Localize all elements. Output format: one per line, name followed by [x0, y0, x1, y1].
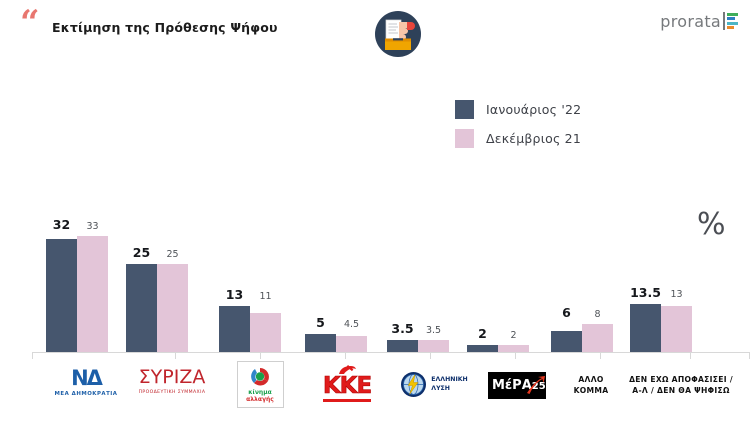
bar-previous — [582, 324, 613, 352]
axis-tick — [600, 353, 601, 359]
nd-logo-mark: ΝΔ — [71, 366, 103, 390]
x-label-nd: ΝΔ ΜΕΑ ΔΗΜΟΚΡΑΤΙΑ — [32, 358, 140, 398]
bar-value-previous: 25 — [166, 249, 179, 260]
bar-value-current: 3.5 — [391, 321, 414, 336]
el-line1: ΕΛΛΗΝΙΚΗ — [431, 376, 468, 384]
axis-tick — [515, 353, 516, 359]
hammer-sickle-icon — [339, 365, 356, 374]
bar-previous — [157, 264, 188, 352]
x-label-elliniki-lysi: ΕΛΛΗΝΙΚΗ ΛΥΣΗ — [378, 358, 490, 398]
page-title: Εκτίμηση της Πρόθεσης Ψήφου — [52, 20, 278, 35]
ballot-box-icon — [374, 10, 422, 58]
brand-name: prorata — [660, 11, 721, 31]
bar-current — [219, 306, 250, 352]
syriza-logo-sub: ΠΡΟΟΔΕΥΤΙΚΗ ΣΥΜΜΑΧΙΑ — [138, 390, 206, 395]
bar-current — [305, 334, 336, 352]
percent-symbol: % — [697, 207, 726, 242]
bar-value-current: 13 — [225, 287, 244, 302]
legend: Ιανουάριος '22 Δεκέμβριος 21 — [455, 100, 581, 158]
bar-current — [551, 331, 582, 352]
bar-value-previous: 3.5 — [425, 325, 442, 336]
bar-current — [630, 304, 661, 352]
kinal-logo-text: κίνημα αλλαγής — [246, 388, 274, 404]
bar-value-previous: 2 — [510, 330, 517, 341]
bar-current — [387, 340, 418, 352]
bar-value-current: 32 — [52, 217, 71, 232]
undecided-line2: Α-Λ / ΔΕΝ ΘΑ ΨΗΦΙΣΩ — [632, 386, 730, 396]
kinal-line2: αλλαγής — [246, 395, 274, 403]
x-label-undecided: ΔΕΝ ΕΧΩ ΑΠΟΦΑΣΙΣΕΙ / Α-Λ / ΔΕΝ ΘΑ ΨΗΦΙΣΩ — [612, 358, 750, 397]
allo-line2: ΚΟΜΜΑ — [573, 386, 609, 396]
kinal-line1: κίνημα — [248, 388, 272, 396]
bar-previous — [661, 306, 692, 352]
mera25-logo-mark: ΜέΡΑ25 — [492, 378, 546, 393]
mera25-logo: ΜέΡΑ25 — [488, 372, 546, 399]
bar-chart-plot: 32 33 25 25 13 11 5 4.5 3.5 3.5 2 2 6 8 13.5 13 — [0, 215, 750, 359]
axis-tick — [260, 353, 261, 359]
legend-item-current: Ιανουάριος '22 — [455, 100, 581, 119]
legend-swatch-current — [455, 100, 474, 119]
prorata-logo: prorata — [660, 10, 738, 32]
bar-current — [46, 239, 77, 352]
legend-label-current: Ιανουάριος '22 — [486, 102, 582, 117]
bar-chart-icon — [723, 11, 738, 31]
elliniki-lysi-globe-icon — [401, 372, 427, 397]
bar-previous — [250, 313, 281, 352]
axis-tick — [175, 353, 176, 359]
allo-line1: ΑΛΛΟ — [578, 375, 604, 384]
nd-logo-sub: ΜΕΑ ΔΗΜΟΚΡΑΤΙΑ — [54, 391, 118, 397]
quote-mark-icon: “ — [20, 3, 40, 43]
bar-current — [126, 264, 157, 352]
elliniki-lysi-text: ΕΛΛΗΝΙΚΗ ΛΥΣΗ — [431, 376, 467, 392]
axis-tick — [345, 353, 346, 359]
x-label-kke: ΚΚΕ — [295, 358, 399, 402]
axis-tick — [32, 353, 33, 359]
bar-value-current: 13.5 — [630, 285, 661, 300]
bar-value-previous: 11 — [259, 291, 272, 302]
bar-value-current: 2 — [478, 326, 487, 341]
bar-value-current: 6 — [562, 305, 571, 320]
axis-baseline — [32, 352, 750, 353]
kke-logo-mark: ΚΚΕ — [322, 373, 373, 399]
bar-value-current: 5 — [316, 315, 325, 330]
legend-swatch-previous — [455, 129, 474, 148]
bar-value-previous: 4.5 — [343, 319, 360, 330]
axis-tick — [690, 353, 691, 359]
x-label-kinal: κίνημα αλλαγής — [208, 358, 312, 408]
bar-previous — [418, 340, 449, 352]
allo-komma-text: ΑΛΛΟ ΚΟΜΜΑ — [548, 358, 634, 397]
legend-item-previous: Δεκέμβριος 21 — [455, 129, 581, 148]
legend-label-previous: Δεκέμβριος 21 — [486, 131, 581, 146]
bar-value-current: 25 — [132, 245, 151, 260]
el-line2: ΛΥΣΗ — [431, 384, 450, 392]
axis-tick — [430, 353, 431, 359]
x-label-allo-komma: ΑΛΛΟ ΚΟΜΜΑ — [548, 358, 634, 397]
undecided-line1: ΔΕΝ ΕΧΩ ΑΠΟΦΑΣΙΣΕΙ / — [629, 375, 733, 384]
kke-underline — [323, 399, 371, 402]
x-label-mera25: ΜέΡΑ25 — [462, 358, 572, 399]
x-axis-labels: ΝΔ ΜΕΑ ΔΗΜΟΚΡΑΤΙΑ ΣΥΡΙΖΑ ΠΡΟΟΔΕΥΤΙΚΗ ΣΥΜ… — [0, 358, 750, 421]
kinal-logo: κίνημα αλλαγής — [236, 361, 284, 408]
mera25-suffix: 25 — [531, 381, 546, 392]
bar-current — [467, 345, 498, 352]
bar-value-previous: 8 — [594, 309, 601, 320]
bar-previous — [336, 336, 367, 352]
bar-value-previous: 33 — [86, 221, 99, 232]
bar-previous — [77, 236, 108, 352]
undecided-text: ΔΕΝ ΕΧΩ ΑΠΟΦΑΣΙΣΕΙ / Α-Λ / ΔΕΝ ΘΑ ΨΗΦΙΣΩ — [612, 358, 750, 397]
x-label-syriza: ΣΥΡΙΖΑ ΠΡΟΟΔΕΥΤΙΚΗ ΣΥΜΜΑΧΙΑ — [118, 358, 226, 396]
syriza-logo-mark: ΣΥΡΙΖΑ — [138, 366, 206, 388]
bar-previous — [498, 345, 529, 352]
bar-value-previous: 13 — [670, 289, 683, 300]
kinal-petals-icon — [251, 367, 269, 386]
mera25-arrow-icon — [527, 376, 545, 394]
chart-header: “ Εκτίμηση της Πρόθεσης Ψήφου prorata — [0, 0, 750, 62]
